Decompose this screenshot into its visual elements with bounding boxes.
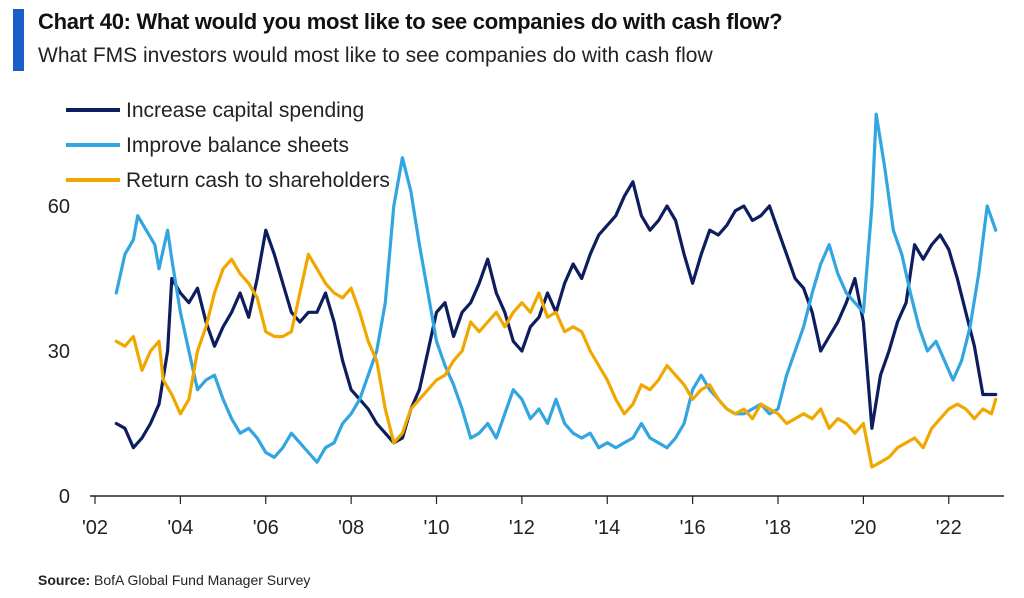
chart-subtitle: What FMS investors would most like to se… xyxy=(38,44,713,67)
chart-svg: '02 '04 '06 '08 '10 '12 '14 '16 '18 '20 '22 0 30 60 In… xyxy=(48,99,1004,539)
y-tick-label: 0 xyxy=(59,486,70,508)
source-text: BofA Global Fund Manager Survey xyxy=(94,572,311,588)
x-tick-label: '14 xyxy=(594,517,620,539)
legend-label-3: Return cash to shareholders xyxy=(126,169,390,192)
series-line-1 xyxy=(114,180,998,450)
x-tick-label: '18 xyxy=(765,517,791,539)
series-line-3 xyxy=(114,252,998,469)
x-tick-label: '04 xyxy=(167,517,193,539)
x-tick-label: '10 xyxy=(423,517,449,539)
x-tick-label: '20 xyxy=(850,517,876,539)
x-tick-label: '02 xyxy=(82,517,108,539)
x-tick-label: '22 xyxy=(936,517,962,539)
y-tick-label: 60 xyxy=(48,196,70,218)
x-tick-label: '06 xyxy=(253,517,279,539)
title-accent-bar xyxy=(13,9,24,71)
legend-label-2: Improve balance sheets xyxy=(126,134,349,157)
series-line-2 xyxy=(114,112,998,464)
x-tick-label: '08 xyxy=(338,517,364,539)
source-label: Source: xyxy=(38,572,91,588)
x-tick-label: '16 xyxy=(680,517,706,539)
x-tick-label: '12 xyxy=(509,517,535,539)
legend-label-1: Increase capital spending xyxy=(126,99,364,122)
chart-title: Chart 40: What would you most like to se… xyxy=(38,9,783,34)
source-note: Source: BofA Global Fund Manager Survey xyxy=(38,572,310,588)
y-tick-label: 30 xyxy=(48,341,70,363)
line-chart: '02 '04 '06 '08 '10 '12 '14 '16 '18 '20 '22 0 30 60 In… xyxy=(0,90,1024,550)
